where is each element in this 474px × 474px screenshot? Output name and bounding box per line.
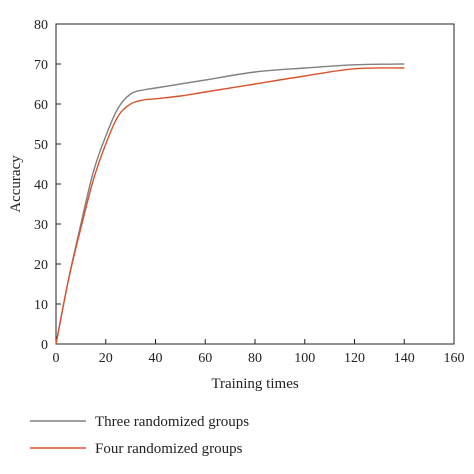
series-line-2	[55, 67, 405, 345]
x-axis-title: Training times	[211, 376, 299, 392]
x-tick-label: 160	[444, 351, 465, 366]
x-tick-label: 40	[149, 351, 163, 366]
y-tick-label: 20	[34, 258, 48, 273]
y-axis-title: Accuracy	[8, 155, 24, 213]
x-tick-label: 20	[99, 351, 113, 366]
x-tick-label: 140	[394, 351, 415, 366]
x-tick-label: 100	[294, 351, 315, 366]
x-tick-label: 60	[198, 351, 212, 366]
y-tick-label: 10	[34, 298, 48, 313]
legend-label-2: Four randomized groups	[95, 441, 243, 457]
x-tick-label: 80	[248, 351, 262, 366]
legend-label-1: Three randomized groups	[95, 414, 249, 430]
y-tick-label: 30	[34, 218, 48, 233]
y-tick-label: 50	[34, 138, 48, 153]
legend: Three randomized groups Four randomized g…	[30, 414, 249, 457]
series-lines	[55, 63, 405, 345]
y-tick-label: 60	[34, 98, 48, 113]
y-tick-label: 70	[34, 58, 48, 73]
x-tick-label: 120	[344, 351, 365, 366]
x-tick-label: 0	[53, 351, 60, 366]
y-tick-label: 80	[34, 18, 48, 33]
series-line-1	[55, 63, 405, 345]
x-axis-ticks: 0 20 40 60 80 100 120 140 160	[53, 339, 465, 366]
y-tick-label: 0	[41, 338, 48, 353]
y-axis-ticks: 0 10 20 30 40 50 60 70 80	[34, 18, 61, 353]
y-tick-label: 40	[34, 178, 48, 193]
